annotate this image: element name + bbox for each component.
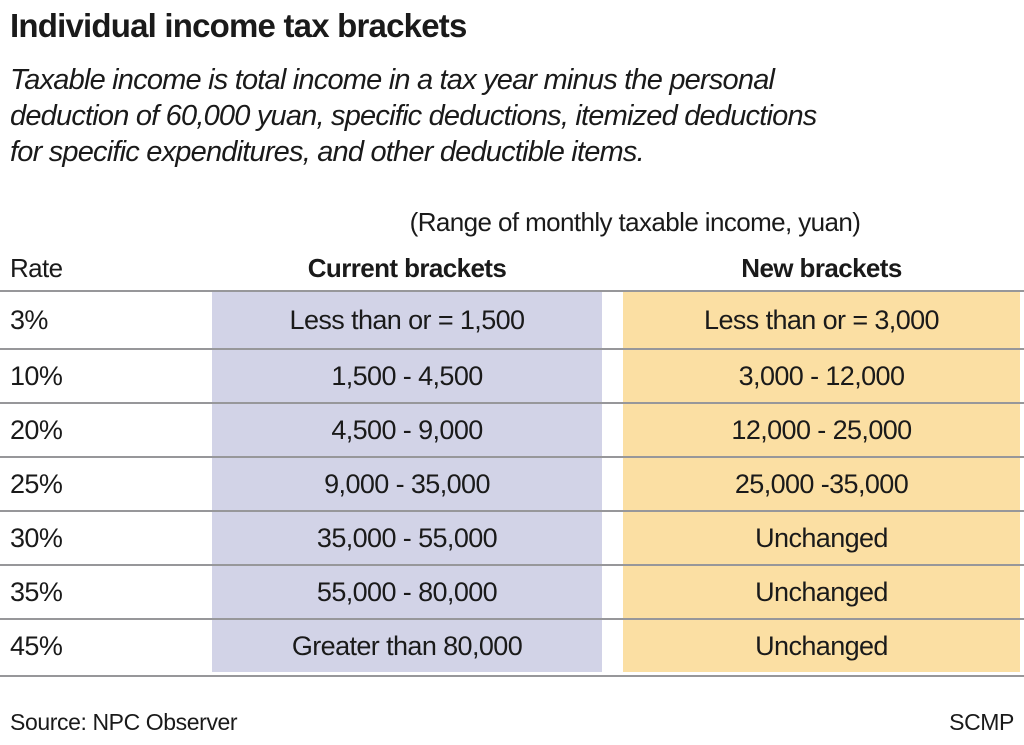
chart-description: Taxable income is total income in a tax … (10, 62, 1024, 170)
publisher-credit: SCMP (949, 709, 1014, 735)
cell-rate: 30% (0, 512, 212, 564)
cell-tail-gap (1020, 620, 1024, 672)
footer: Source: NPC Observer SCMP (10, 709, 1014, 736)
cell-tail-gap (1020, 458, 1024, 510)
column-header-new: New brackets (741, 253, 902, 283)
cell-gap (602, 292, 623, 348)
cell-rate: 3% (0, 292, 212, 348)
cell-new: Unchanged (623, 512, 1020, 564)
cell-gap (602, 566, 623, 618)
description-line-1: Taxable income is total income in a tax … (10, 64, 775, 96)
cell-new: 25,000 -35,000 (623, 458, 1020, 510)
column-header-current: Current brackets (307, 253, 507, 283)
cell-current: Greater than 80,000 (212, 620, 602, 672)
infographic: Individual income tax brackets Taxable i… (0, 6, 1024, 745)
description-line-3: for specific expenditures, and other ded… (10, 136, 645, 168)
cell-gap (602, 458, 623, 510)
cell-tail-gap (1020, 404, 1024, 456)
cell-tail-gap (1020, 512, 1024, 564)
cell-new: 12,000 - 25,000 (623, 404, 1020, 456)
column-header-rate: Rate (10, 253, 63, 283)
cell-current: 1,500 - 4,500 (212, 350, 602, 402)
cell-gap (602, 620, 623, 672)
table-row: 35% 55,000 - 80,000 Unchanged (0, 564, 1024, 618)
cell-rate: 20% (0, 404, 212, 456)
table-row: 10% 1,500 - 4,500 3,000 - 12,000 (0, 348, 1024, 402)
cell-tail-gap (1020, 350, 1024, 402)
cell-new: 3,000 - 12,000 (623, 350, 1020, 402)
cell-current: 35,000 - 55,000 (212, 512, 602, 564)
cell-tail-gap (1020, 566, 1024, 618)
page-title: Individual income tax brackets (10, 7, 467, 44)
cell-current: 55,000 - 80,000 (212, 566, 602, 618)
cell-current: 4,500 - 9,000 (212, 404, 602, 456)
cell-new: Unchanged (623, 566, 1020, 618)
source-credit: Source: NPC Observer (10, 709, 238, 735)
cell-rate: 25% (0, 458, 212, 510)
description-line-2: deduction of 60,000 yuan, specific deduc… (10, 100, 817, 132)
cell-gap (602, 350, 623, 402)
cell-rate: 45% (0, 620, 212, 672)
cell-new: Unchanged (623, 620, 1020, 672)
table-row: 45% Greater than 80,000 Unchanged (0, 618, 1024, 672)
table-row: 20% 4,500 - 9,000 12,000 - 25,000 (0, 402, 1024, 456)
cell-gap (602, 404, 623, 456)
cell-rate: 35% (0, 566, 212, 618)
units-note: (Range of monthly taxable income, yuan) (409, 207, 861, 237)
cell-current: 9,000 - 35,000 (212, 458, 602, 510)
table-header-row: Rate Current brackets New brackets (0, 238, 1024, 290)
table-row: 30% 35,000 - 55,000 Unchanged (0, 510, 1024, 564)
cell-tail-gap (1020, 292, 1024, 348)
cell-new: Less than or = 3,000 (623, 292, 1020, 348)
table-bottom-divider (0, 675, 1024, 677)
table-row: 3% Less than or = 1,500 Less than or = 3… (0, 290, 1024, 348)
cell-current: Less than or = 1,500 (212, 292, 602, 348)
cell-gap (602, 512, 623, 564)
tax-brackets-table: 3% Less than or = 1,500 Less than or = 3… (0, 290, 1024, 677)
cell-rate: 10% (0, 350, 212, 402)
table-row: 25% 9,000 - 35,000 25,000 -35,000 (0, 456, 1024, 510)
